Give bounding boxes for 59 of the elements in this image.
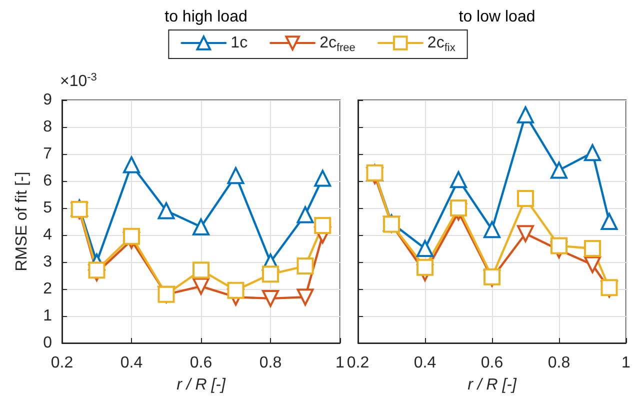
- y-tick-label: 5: [43, 200, 52, 216]
- x-tick-label: 0.2: [346, 354, 370, 372]
- x-tick-label: 0.2: [50, 354, 74, 372]
- x-tick-label: 0.6: [190, 354, 212, 372]
- y-tick-label: 9: [43, 92, 52, 108]
- x-tick-label: 0.6: [480, 354, 504, 372]
- y-tick-label: 7: [43, 146, 52, 162]
- point: [517, 190, 534, 208]
- y-tick-label: 4: [43, 226, 52, 244]
- y-tick-label: 6: [43, 172, 52, 190]
- y-tick-label: 2: [43, 280, 52, 298]
- point: [584, 144, 601, 162]
- y-tick-label: 8: [43, 118, 52, 136]
- point: [88, 262, 106, 279]
- point: [262, 266, 279, 283]
- point: [416, 258, 434, 276]
- legend-label: 1c: [230, 34, 248, 52]
- chart-title: to high load: [164, 8, 248, 26]
- point: [450, 171, 467, 188]
- x-tick-label: 0.4: [120, 354, 143, 372]
- point: [192, 218, 210, 236]
- point: [600, 279, 618, 296]
- x-tick-label: 0.4: [414, 354, 436, 372]
- point: [484, 268, 500, 286]
- point: [484, 221, 500, 238]
- point: [296, 206, 314, 224]
- point: [296, 288, 314, 306]
- point: [123, 228, 140, 245]
- x-tick-label: 1: [336, 354, 345, 372]
- point: [70, 200, 88, 218]
- point: [192, 262, 210, 279]
- point: [517, 106, 534, 124]
- point: [450, 200, 467, 216]
- point: [158, 202, 175, 220]
- point: [600, 213, 618, 230]
- x-tick-label: 0.8: [548, 354, 570, 372]
- point: [262, 290, 279, 307]
- point: [517, 225, 534, 242]
- point: [550, 237, 568, 254]
- y-tick-label: 1: [43, 308, 52, 324]
- point: [416, 240, 434, 257]
- x-tick-label: 1: [622, 354, 631, 372]
- point: [227, 167, 244, 184]
- y-tick-label: 3: [43, 254, 52, 270]
- point: [550, 162, 568, 179]
- x-tick-label: 0.8: [259, 354, 282, 372]
- point: [584, 240, 601, 257]
- chart-title: to low load: [458, 8, 536, 26]
- y-tick-label: 0: [43, 334, 52, 352]
- x-axis-title: r / R [-]: [468, 376, 517, 394]
- x-axis-title: r / R [-]: [176, 376, 226, 394]
- point: [227, 282, 244, 299]
- point: [314, 170, 332, 187]
- point: [296, 258, 314, 275]
- point: [584, 256, 601, 274]
- point: [314, 217, 332, 234]
- point: [123, 156, 140, 174]
- y-axis-title: RMSE of fit [-]: [14, 172, 30, 272]
- point: [192, 278, 210, 295]
